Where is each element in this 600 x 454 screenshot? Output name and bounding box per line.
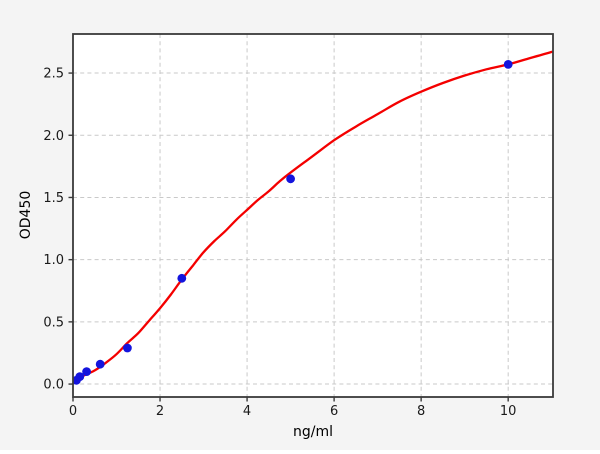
axes-border [72,33,554,398]
data-point [286,174,295,184]
x-tick-label: 6 [330,404,338,419]
y-tick-label: 2.0 [43,129,64,144]
data-point [95,359,105,369]
data-points [73,60,513,385]
data-point [82,367,91,376]
data-point [75,372,85,381]
x-tick-label: 10 [500,404,517,419]
x-tick-label: 8 [417,404,425,419]
x-axis-label: ng/ml [293,424,333,440]
axis-ticks [68,72,509,402]
y-tick-label: 0.0 [43,378,64,393]
data-layer [73,50,553,385]
y-tick-labels: 0.0 0.5 1.0 1.5 2.0 2.5 [43,67,64,393]
x-tick-labels: 0 2 4 6 8 10 [69,404,517,419]
data-point [123,343,132,353]
x-tick-label: 4 [243,404,251,419]
data-point [503,60,513,69]
y-tick-label: 2.5 [43,67,64,82]
plot-area [73,34,553,397]
y-axis-label: OD450 [18,191,34,240]
data-point [177,273,187,283]
y-tick-label: 1.0 [43,253,64,268]
y-tick-label: 0.5 [43,315,64,330]
gridlines [72,34,553,397]
x-tick-label: 2 [156,404,164,419]
x-tick-label: 0 [69,404,77,419]
y-tick-label: 1.5 [43,191,64,206]
fit-curve-line [73,50,553,381]
